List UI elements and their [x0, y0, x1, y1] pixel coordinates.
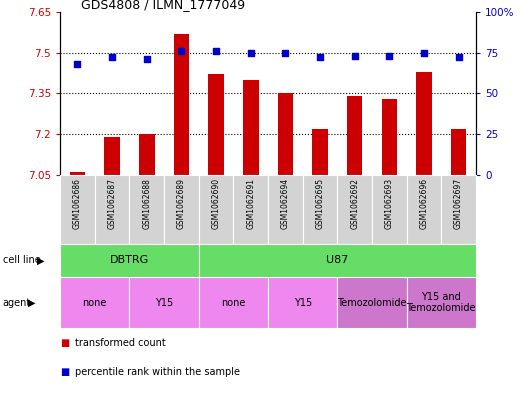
Bar	[303, 175, 337, 244]
Text: agent: agent	[3, 298, 31, 308]
Bar	[381, 99, 397, 175]
Text: GSM1062689: GSM1062689	[177, 178, 186, 230]
Text: percentile rank within the sample: percentile rank within the sample	[75, 367, 240, 377]
Bar	[243, 80, 258, 175]
Text: none: none	[221, 298, 246, 308]
Bar	[129, 175, 164, 244]
Text: GSM1062696: GSM1062696	[419, 178, 428, 230]
Bar	[60, 277, 129, 328]
Text: ■: ■	[60, 338, 70, 348]
Point	[212, 48, 220, 54]
Text: GSM1062687: GSM1062687	[108, 178, 117, 230]
Bar	[337, 277, 407, 328]
Text: DBTRG: DBTRG	[110, 255, 149, 265]
Bar	[268, 277, 337, 328]
Text: GSM1062688: GSM1062688	[142, 178, 151, 229]
Bar	[337, 175, 372, 244]
Point	[385, 53, 393, 59]
Bar	[60, 244, 199, 277]
Bar	[70, 172, 85, 175]
Bar	[60, 175, 95, 244]
Point	[108, 54, 116, 61]
Point	[281, 50, 290, 56]
Text: Y15: Y15	[155, 298, 173, 308]
Text: none: none	[83, 298, 107, 308]
Text: transformed count: transformed count	[75, 338, 166, 348]
Text: ▶: ▶	[28, 298, 35, 308]
Bar	[372, 175, 407, 244]
Point	[420, 50, 428, 56]
Text: GSM1062686: GSM1062686	[73, 178, 82, 230]
Text: GSM1062691: GSM1062691	[246, 178, 255, 230]
Bar	[451, 129, 467, 175]
Bar	[164, 175, 199, 244]
Bar	[416, 72, 432, 175]
Point	[73, 61, 82, 67]
Point	[316, 54, 324, 61]
Bar	[174, 33, 189, 175]
Bar	[139, 134, 155, 175]
Bar	[268, 175, 303, 244]
Bar	[441, 175, 476, 244]
Text: Y15: Y15	[293, 298, 312, 308]
Bar	[199, 277, 268, 328]
Text: U87: U87	[326, 255, 348, 265]
Text: GSM1062692: GSM1062692	[350, 178, 359, 230]
Bar	[208, 74, 224, 175]
Bar	[199, 175, 233, 244]
Text: cell line: cell line	[3, 255, 40, 265]
Text: GSM1062693: GSM1062693	[385, 178, 394, 230]
Point	[454, 54, 463, 61]
Bar	[407, 175, 441, 244]
Text: GDS4808 / ILMN_1777049: GDS4808 / ILMN_1777049	[81, 0, 245, 11]
Text: GSM1062697: GSM1062697	[454, 178, 463, 230]
Point	[143, 56, 151, 62]
Point	[350, 53, 359, 59]
Text: Y15 and
Temozolomide: Y15 and Temozolomide	[406, 292, 476, 313]
Text: ■: ■	[60, 367, 70, 377]
Bar	[312, 129, 328, 175]
Bar	[407, 277, 476, 328]
Text: Temozolomide: Temozolomide	[337, 298, 407, 308]
Bar	[347, 96, 362, 175]
Point	[177, 48, 186, 54]
Bar	[233, 175, 268, 244]
Text: ▶: ▶	[37, 255, 44, 265]
Bar	[95, 175, 129, 244]
Bar	[104, 137, 120, 175]
Text: GSM1062694: GSM1062694	[281, 178, 290, 230]
Bar	[278, 94, 293, 175]
Bar	[129, 277, 199, 328]
Bar	[199, 244, 476, 277]
Point	[246, 50, 255, 56]
Text: GSM1062690: GSM1062690	[212, 178, 221, 230]
Text: GSM1062695: GSM1062695	[315, 178, 324, 230]
